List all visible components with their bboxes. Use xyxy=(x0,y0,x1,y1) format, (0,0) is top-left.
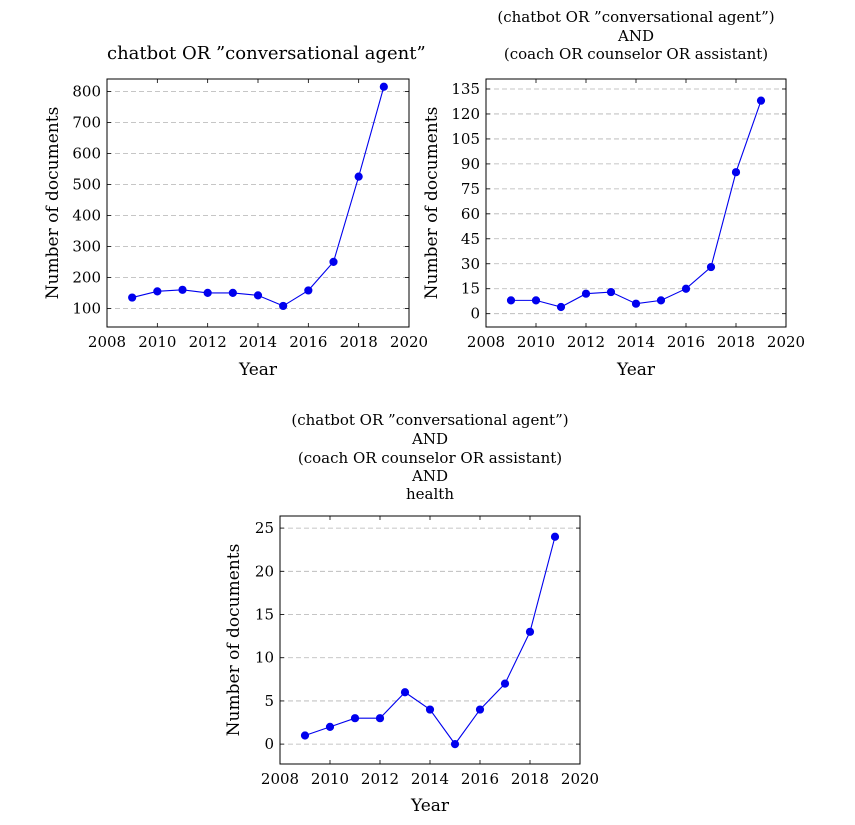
data-point xyxy=(706,262,716,272)
x-tick-label: 2016 xyxy=(289,333,327,351)
y-tick-label: 30 xyxy=(461,255,480,273)
y-tick-label: 800 xyxy=(72,82,101,100)
data-point xyxy=(304,286,313,295)
data-point xyxy=(731,168,741,177)
chart-3-title-line-4: AND xyxy=(412,467,448,485)
data-point xyxy=(400,688,410,697)
data-point xyxy=(631,299,641,308)
data-point xyxy=(375,714,385,723)
data-point xyxy=(531,296,541,305)
x-tick-label: 2010 xyxy=(138,333,176,351)
y-tick-label: 15 xyxy=(461,280,480,298)
y-tick-label: 500 xyxy=(72,175,101,193)
data-point xyxy=(681,284,691,293)
data-point xyxy=(128,293,137,302)
x-tick-label: 2014 xyxy=(411,770,449,788)
plot-frame xyxy=(279,515,581,765)
x-tick-label: 2014 xyxy=(239,333,277,351)
data-point xyxy=(556,302,566,312)
y-tick-label: 100 xyxy=(72,299,101,317)
x-axis-label: Year xyxy=(238,360,278,380)
y-tick-label: 105 xyxy=(451,130,480,148)
data-point xyxy=(153,287,162,296)
chart-1-title: chatbot OR ”conversational agent” xyxy=(107,43,426,64)
y-tick-label: 90 xyxy=(461,155,480,173)
data-point xyxy=(475,705,485,714)
x-tick-label: 2018 xyxy=(511,770,549,788)
y-tick-label: 15 xyxy=(255,606,274,624)
chart-3-title-line-2: AND xyxy=(412,430,448,448)
chart-3-title-line-1: (chatbot OR ”conversational agent”) xyxy=(291,411,569,429)
x-tick-label: 2010 xyxy=(517,333,555,351)
x-tick-label: 2008 xyxy=(261,770,299,788)
y-tick-label: 120 xyxy=(451,105,480,123)
data-point xyxy=(354,172,363,181)
x-tick-label: 2012 xyxy=(361,770,399,788)
chart-3-title-line-3: (coach OR counselor OR assistant) xyxy=(297,449,563,467)
y-tick-label: 0 xyxy=(264,735,274,753)
x-tick-label: 2012 xyxy=(189,333,227,351)
data-point xyxy=(228,288,237,297)
y-tick-label: 45 xyxy=(461,230,480,248)
chart-2-title-line-3: (coach OR counselor OR assistant) xyxy=(503,45,769,63)
y-tick-label: 600 xyxy=(72,144,101,162)
data-point xyxy=(300,731,310,740)
data-point xyxy=(425,705,435,714)
x-tick-label: 2018 xyxy=(717,333,755,351)
x-tick-label: 2008 xyxy=(88,333,126,351)
y-tick-label: 10 xyxy=(255,649,274,667)
data-point xyxy=(506,296,516,305)
y-tick-label: 700 xyxy=(72,113,101,131)
y-axis-label: Number of documents xyxy=(43,107,63,300)
y-tick-label: 60 xyxy=(461,205,480,223)
y-tick-label: 75 xyxy=(461,180,480,198)
data-point xyxy=(350,714,360,723)
x-tick-label: 2018 xyxy=(340,333,378,351)
y-tick-label: 200 xyxy=(72,268,101,286)
x-tick-label: 2008 xyxy=(467,333,505,351)
y-tick-label: 135 xyxy=(451,80,480,98)
x-tick-label: 2016 xyxy=(667,333,705,351)
y-tick-label: 300 xyxy=(72,237,101,255)
data-point xyxy=(279,301,288,311)
data-point xyxy=(756,96,766,105)
x-tick-label: 2010 xyxy=(311,770,349,788)
y-tick-label: 20 xyxy=(255,562,274,580)
data-point xyxy=(329,257,338,266)
data-point xyxy=(606,287,616,297)
data-point xyxy=(656,296,666,305)
x-tick-label: 2020 xyxy=(390,333,428,351)
data-point xyxy=(581,289,591,298)
y-tick-label: 25 xyxy=(255,519,274,537)
y-tick-label: 0 xyxy=(470,305,480,323)
chart-2-title-line-2: AND xyxy=(618,27,654,45)
data-point xyxy=(178,285,187,294)
data-point xyxy=(525,627,535,636)
data-point xyxy=(203,288,212,297)
x-axis-label: Year xyxy=(410,796,450,816)
x-tick-label: 2014 xyxy=(617,333,655,351)
data-point xyxy=(253,291,263,300)
data-point xyxy=(379,82,388,91)
x-tick-label: 2020 xyxy=(767,333,805,351)
y-axis-label: Number of documents xyxy=(224,544,244,737)
x-tick-label: 2012 xyxy=(567,333,605,351)
data-point xyxy=(450,740,460,749)
x-tick-label: 2020 xyxy=(561,770,599,788)
y-axis-label: Number of documents xyxy=(422,107,442,300)
x-tick-label: 2016 xyxy=(461,770,499,788)
x-axis-label: Year xyxy=(616,360,656,380)
data-point xyxy=(325,722,335,731)
y-tick-label: 400 xyxy=(72,206,101,224)
chart-2-title-line-1: (chatbot OR ”conversational agent”) xyxy=(497,8,775,26)
data-point xyxy=(500,679,510,688)
data-point xyxy=(550,532,560,541)
chart-3-title-line-5: health xyxy=(406,485,454,503)
y-tick-label: 5 xyxy=(264,692,274,710)
